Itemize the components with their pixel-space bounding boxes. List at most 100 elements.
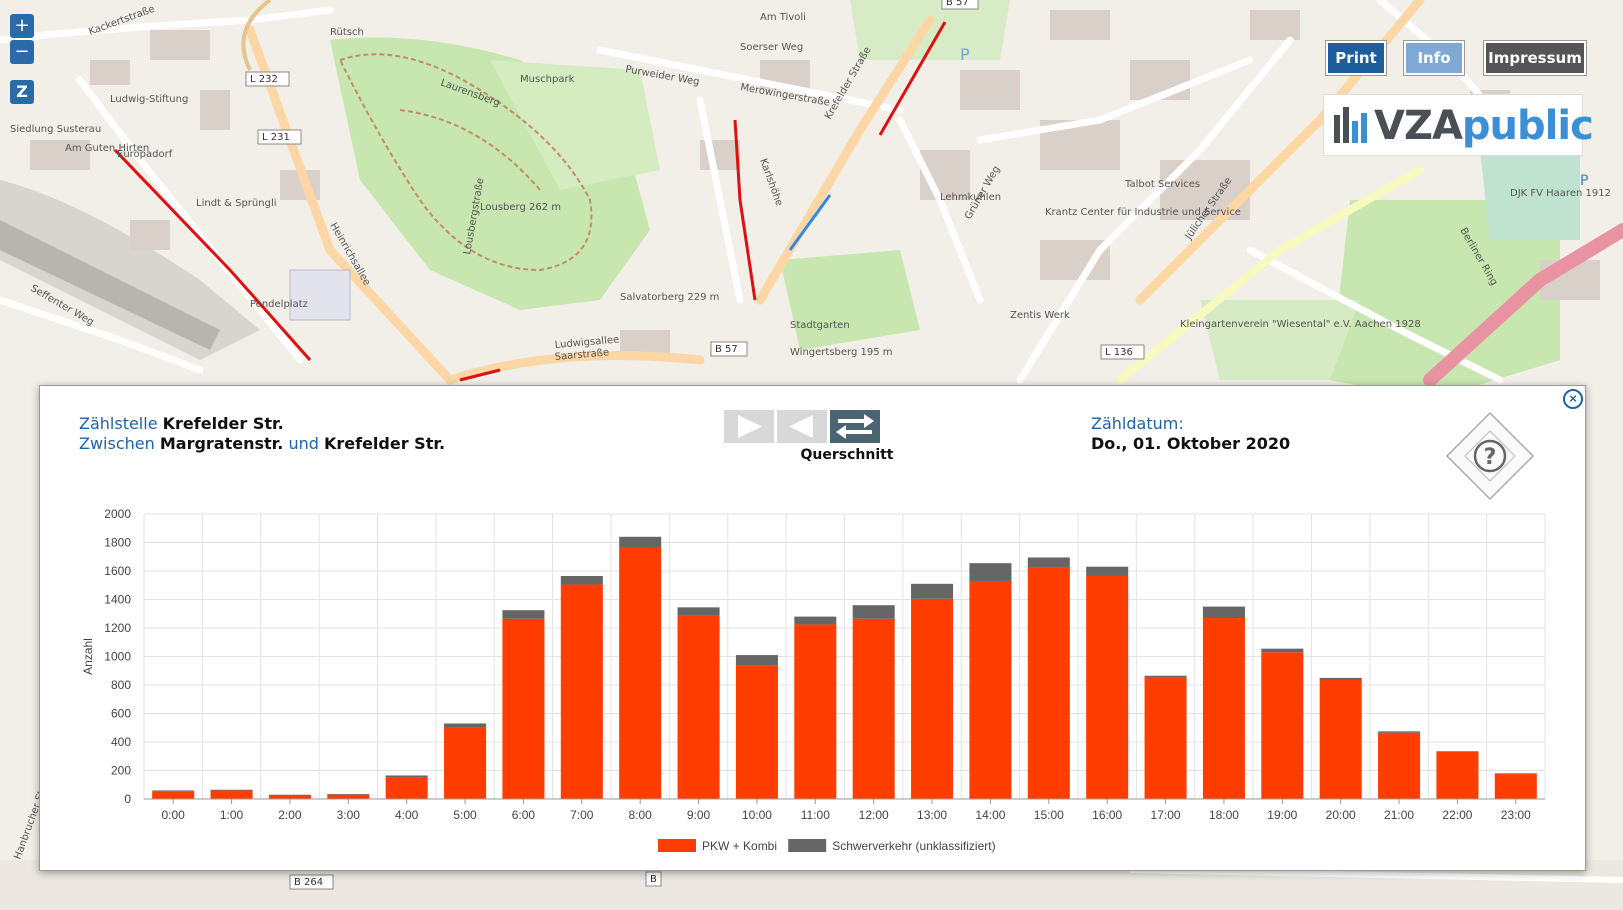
- close-icon[interactable]: ×: [1563, 389, 1583, 409]
- x-tick-label: 10:00: [742, 808, 772, 822]
- zoom-in-button[interactable]: +: [10, 14, 34, 38]
- bar-segment-schwerverkehr[interactable]: [1436, 751, 1479, 752]
- bar-segment-pkw[interactable]: [1144, 677, 1187, 799]
- bar-segment-pkw[interactable]: [210, 790, 253, 799]
- bar-segment-pkw[interactable]: [852, 618, 895, 799]
- x-tick-label: 5:00: [453, 808, 477, 822]
- bar-segment-pkw[interactable]: [560, 584, 603, 799]
- bar-segment-schwerverkehr[interactable]: [1378, 731, 1421, 733]
- play-left-icon: [789, 415, 813, 438]
- from-street: Margratenstr.: [159, 434, 284, 453]
- help-navigation-widget[interactable]: ?: [1445, 411, 1535, 501]
- x-tick-label: 12:00: [859, 808, 889, 822]
- bar-segment-pkw[interactable]: [677, 615, 720, 799]
- bar-segment-schwerverkehr[interactable]: [1261, 648, 1304, 653]
- bar-segment-schwerverkehr[interactable]: [1086, 566, 1129, 576]
- x-tick-label: 6:00: [512, 808, 536, 822]
- x-tick-label: 20:00: [1326, 808, 1356, 822]
- bar-segment-pkw[interactable]: [911, 598, 954, 799]
- zoom-reset-button[interactable]: Z: [10, 80, 34, 104]
- bar-segment-schwerverkehr[interactable]: [852, 605, 895, 619]
- x-tick-label: 8:00: [629, 808, 653, 822]
- bar-segment-pkw[interactable]: [794, 624, 837, 799]
- bar-segment-pkw[interactable]: [1261, 652, 1304, 799]
- x-tick-label: 19:00: [1267, 808, 1297, 822]
- bar-segment-pkw[interactable]: [1494, 774, 1537, 799]
- bar-segment-schwerverkehr[interactable]: [1144, 675, 1187, 678]
- map-label: Saarstraße: [554, 347, 609, 363]
- map-label: Europadorf: [117, 149, 173, 160]
- bar-segment-schwerverkehr[interactable]: [210, 789, 253, 791]
- direction-forward-button[interactable]: [724, 410, 774, 443]
- bar-segment-pkw[interactable]: [1436, 751, 1479, 799]
- map-label: Lindt & Sprüngli: [196, 198, 277, 209]
- bar-segment-schwerverkehr[interactable]: [560, 575, 603, 585]
- bar-segment-schwerverkehr[interactable]: [969, 563, 1012, 581]
- print-button[interactable]: Print: [1326, 41, 1386, 75]
- bar-segment-schwerverkehr[interactable]: [327, 794, 370, 795]
- road-badge: [257, 129, 302, 145]
- bar-segment-pkw[interactable]: [1086, 575, 1129, 799]
- road-badge-label: B 264: [294, 877, 323, 888]
- svg-text:P: P: [1580, 173, 1588, 189]
- impressum-button[interactable]: Impressum: [1484, 41, 1586, 75]
- bar-segment-pkw[interactable]: [969, 580, 1012, 799]
- map-label: Krantz Center für Industrie und Service: [1045, 207, 1241, 218]
- bar-segment-schwerverkehr[interactable]: [1027, 557, 1070, 568]
- map-label: Stadtgarten: [790, 320, 850, 331]
- bar-segment-pkw[interactable]: [735, 665, 778, 799]
- map-label: Ludwig-Stiftung: [110, 94, 188, 105]
- bar-segment-pkw[interactable]: [385, 777, 428, 799]
- bar-segment-pkw[interactable]: [268, 795, 311, 799]
- bar-segment-pkw[interactable]: [1027, 567, 1070, 799]
- map-label: Siedlung Susterau: [10, 124, 101, 135]
- bar-segment-pkw[interactable]: [619, 547, 662, 799]
- legend-label[interactable]: PKW + Kombi: [702, 839, 777, 853]
- map-label: Salvatorberg 229 m: [620, 292, 719, 303]
- map-label: Pendelplatz: [250, 299, 308, 310]
- logo-text: VZApublic: [1374, 103, 1594, 149]
- direction-backward-button[interactable]: [777, 410, 827, 443]
- y-tick-label: 1200: [104, 621, 131, 635]
- bar-segment-pkw[interactable]: [1378, 732, 1421, 799]
- bar-segment-schwerverkehr[interactable]: [268, 794, 311, 796]
- bar-segment-schwerverkehr[interactable]: [677, 607, 720, 616]
- bar-segment-schwerverkehr[interactable]: [502, 610, 545, 619]
- zoom-out-button[interactable]: −: [10, 40, 34, 64]
- road-badge: [245, 71, 290, 87]
- bar-segment-schwerverkehr[interactable]: [794, 616, 837, 625]
- logo-text-vza: VZA: [1374, 103, 1463, 149]
- info-button[interactable]: Info: [1404, 41, 1464, 75]
- legend-swatch[interactable]: [788, 839, 827, 852]
- bar-segment-schwerverkehr[interactable]: [385, 775, 428, 778]
- bar-segment-pkw[interactable]: [327, 794, 370, 799]
- bar-segment-schwerverkehr[interactable]: [735, 655, 778, 666]
- map-label: Wingertsberg 195 m: [790, 347, 893, 358]
- bar-segment-pkw[interactable]: [152, 791, 195, 799]
- x-tick-label: 1:00: [220, 808, 244, 822]
- cross-section-button[interactable]: [830, 410, 880, 443]
- bar-chart-logo-icon: [1334, 107, 1367, 143]
- bar-segment-schwerverkehr[interactable]: [619, 536, 662, 548]
- between-prefix: Zwischen: [79, 434, 155, 453]
- bar-segment-schwerverkehr[interactable]: [152, 790, 195, 792]
- y-tick-label: 1000: [104, 650, 131, 664]
- bar-segment-schwerverkehr[interactable]: [1319, 677, 1362, 681]
- bar-segment-pkw[interactable]: [1319, 680, 1362, 799]
- road-badge-label: L 232: [250, 74, 278, 85]
- bar-segment-schwerverkehr[interactable]: [911, 583, 954, 599]
- bar-segment-schwerverkehr[interactable]: [444, 723, 487, 728]
- bar-segment-schwerverkehr[interactable]: [1202, 606, 1245, 619]
- counting-station-panel: Zählstelle Krefelder Str. Zwischen Margr…: [39, 385, 1586, 871]
- swap-arrows-icon: [836, 414, 874, 439]
- bar-segment-pkw[interactable]: [1202, 618, 1245, 799]
- bar-segment-schwerverkehr[interactable]: [1494, 773, 1537, 775]
- x-tick-label: 16:00: [1092, 808, 1122, 822]
- bar-segment-pkw[interactable]: [502, 618, 545, 799]
- to-street: Krefelder Str.: [323, 434, 446, 453]
- legend-label[interactable]: Schwerverkehr (unklassifiziert): [832, 839, 995, 853]
- date-value: Do., 01. Oktober 2020: [1091, 434, 1291, 453]
- road-badge-label: B 57: [946, 0, 969, 8]
- bar-segment-pkw[interactable]: [444, 727, 487, 799]
- legend-swatch[interactable]: [658, 839, 696, 852]
